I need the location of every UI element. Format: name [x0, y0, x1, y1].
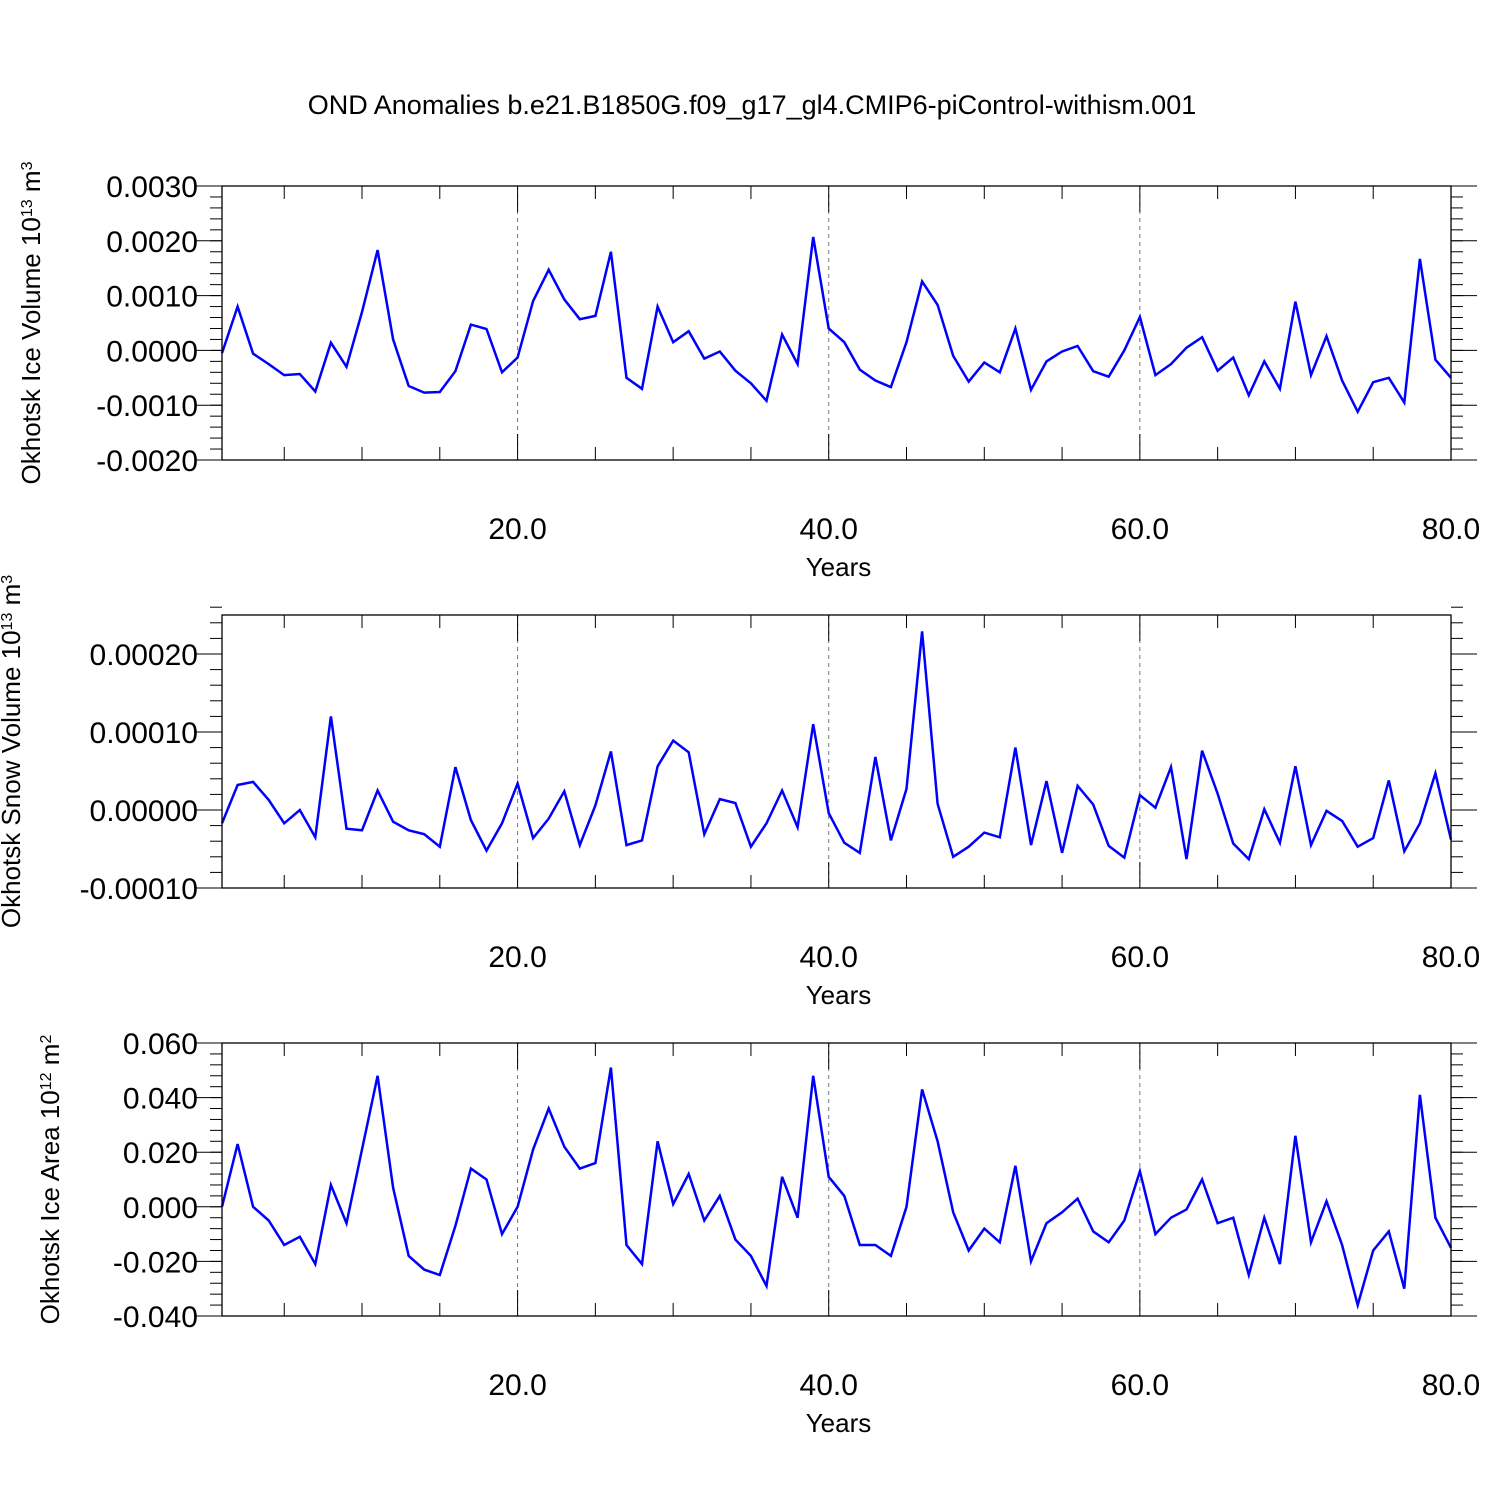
y-tick-label: 0.040 — [123, 1083, 198, 1116]
plot-frame — [221, 185, 1452, 461]
x-axis-label: Years — [806, 552, 872, 582]
x-tick-label: 80.0 — [1422, 941, 1480, 974]
series-line — [220, 631, 1453, 862]
x-tick-label: 40.0 — [800, 513, 858, 546]
x-tick-label: 20.0 — [488, 941, 546, 974]
chart-panel-1: -0.0020 -0.0010 0.0000 0.0010 0.0020 0.0030 20… — [16, 161, 1480, 582]
y-axis-label: Okhotsk Ice Area 1012 m2 — [35, 1035, 65, 1325]
y-tick-label: 0.0030 — [106, 171, 198, 204]
y-tick-label: 0.00010 — [90, 717, 198, 750]
y-tick-label: 0.0000 — [106, 335, 198, 368]
y-tick-label: -0.0020 — [96, 445, 198, 478]
y-tick-label: 0.060 — [123, 1028, 198, 1061]
y-tick-label: -0.00010 — [80, 873, 198, 906]
series-line — [220, 1067, 1453, 1310]
y-tick-label: 0.00020 — [90, 639, 198, 672]
y-tick-label: 0.000 — [123, 1192, 198, 1225]
y-axis-label: Okhotsk Snow Volume 1013 m3 — [0, 575, 26, 928]
x-tick-label: 60.0 — [1111, 941, 1169, 974]
x-tick-label: 60.0 — [1111, 1369, 1169, 1402]
x-tick-label: 20.0 — [488, 513, 546, 546]
x-tick-label: 80.0 — [1422, 1369, 1480, 1402]
x-tick-label: 60.0 — [1111, 513, 1169, 546]
y-tick-label: 0.00000 — [90, 795, 198, 828]
x-tick-label: 40.0 — [800, 1369, 858, 1402]
figure-title: OND Anomalies b.e21.B1850G.f09_g17_gl4.C… — [308, 90, 1196, 120]
x-tick-label: 20.0 — [488, 1369, 546, 1402]
panels: -0.0020 -0.0010 0.0000 0.0010 0.0020 0.0030 20… — [0, 161, 1480, 1438]
y-tick-label: 0.0020 — [106, 226, 198, 259]
y-tick-label: -0.020 — [113, 1246, 198, 1279]
x-axis-label: Years — [806, 1408, 872, 1438]
y-axis-label: Okhotsk Ice Volume 1013 m3 — [16, 161, 46, 484]
y-tick-label: 0.020 — [123, 1137, 198, 1170]
x-tick-label: 80.0 — [1422, 513, 1480, 546]
y-tick-label: 0.0010 — [106, 281, 198, 314]
plot-frame — [221, 614, 1452, 889]
y-tick-label: -0.0010 — [96, 390, 198, 423]
chart-panel-3: -0.040 -0.020 0.000 0.020 0.040 0.060 20.0 40.0… — [35, 1028, 1480, 1438]
series-line — [220, 236, 1452, 415]
chart-panel-2: -0.00010 0.00000 0.00010 0.00020 20.0 40.0 60.… — [0, 575, 1480, 1010]
x-axis-label: Years — [806, 980, 872, 1010]
y-tick-label: -0.040 — [113, 1301, 198, 1334]
x-tick-label: 40.0 — [800, 941, 858, 974]
plot-frame — [221, 1042, 1452, 1317]
